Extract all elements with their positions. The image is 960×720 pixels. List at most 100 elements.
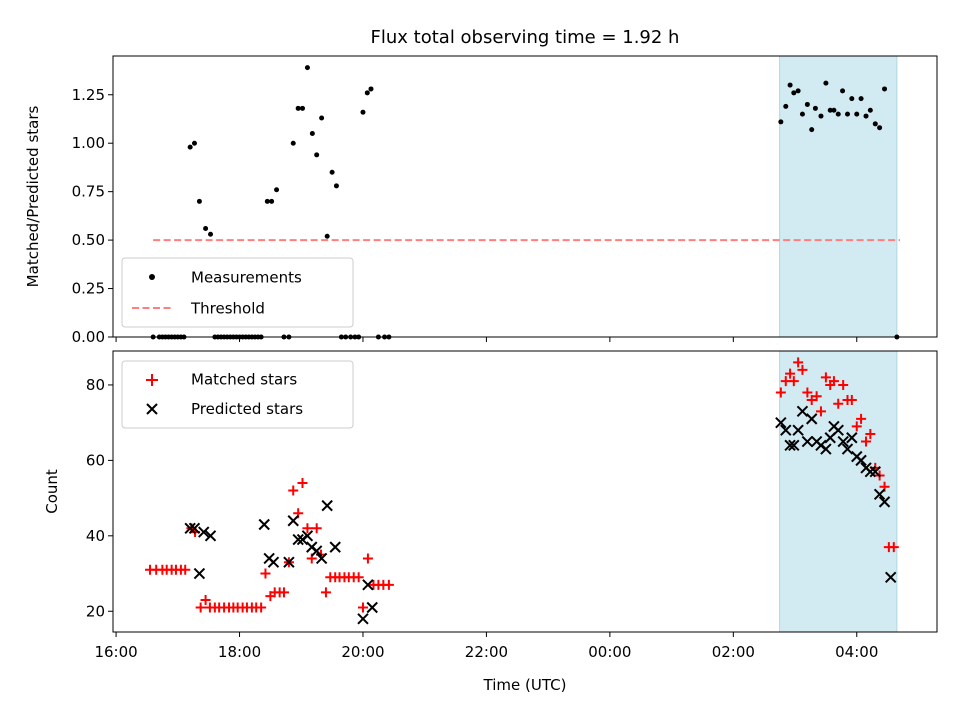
measurement-point [827, 107, 833, 113]
predicted-star-point [841, 443, 854, 455]
predicted-star-point [780, 424, 792, 436]
predicted-star-point [878, 496, 891, 508]
measurement-point [203, 225, 209, 231]
matched-star-point [357, 602, 368, 613]
measurement-point [295, 105, 301, 111]
bottom-y-axis-label: Count [43, 469, 61, 514]
predicted-stars-legend-marker [146, 403, 158, 415]
measurement-point [809, 127, 815, 133]
measurement-point [269, 198, 275, 204]
measurement-point [818, 113, 824, 119]
chart-title: Flux total observing time = 1.92 h [371, 27, 680, 48]
matched-star-point [793, 357, 804, 368]
matched-star-point [828, 376, 839, 387]
measurement-point [791, 90, 797, 96]
measurement-point [831, 107, 837, 113]
matched-star-point [195, 602, 206, 613]
x-axis-label: Time (UTC) [483, 676, 567, 694]
predicted-star-point [184, 522, 196, 534]
measurement-point [368, 86, 374, 92]
predicted-star-point [292, 533, 304, 546]
predicted-star-point [329, 541, 341, 553]
y-tick-label: 0.75 [72, 183, 105, 201]
top-legend-box [121, 257, 354, 328]
threshold-legend-label: Threshold [190, 300, 265, 318]
bottom-highlight-span [779, 350, 898, 633]
measurement-point [264, 198, 270, 204]
matched-star-point [865, 428, 876, 439]
predicted-star-point [310, 545, 323, 557]
measurement-point [290, 140, 296, 146]
x-tick-label: 00:00 [588, 643, 631, 661]
predicted-star-point [366, 601, 378, 614]
predicted-star-point [357, 613, 369, 625]
matched-star-point [288, 485, 299, 496]
predicted-star-point [198, 526, 210, 538]
predicted-star-point [287, 515, 299, 527]
measurement-point [329, 169, 335, 175]
measurement-point [196, 198, 202, 204]
predicted-star-point [204, 530, 217, 542]
measurement-point [872, 121, 878, 127]
measurement-point [299, 105, 305, 111]
predicted-star-point [837, 435, 849, 448]
measurement-point [863, 113, 869, 119]
predicted-star-point [801, 435, 814, 448]
measurement-point [787, 82, 793, 88]
bottom-plot-frame [112, 350, 938, 633]
top-x-ticks [115, 337, 858, 342]
predicted-star-point [855, 454, 867, 467]
bottom-y-axis: 20 40 60 80 [86, 376, 113, 620]
predicted-star-point [864, 465, 877, 478]
measurement-point [274, 187, 280, 193]
x-tick-label: 20:00 [341, 643, 384, 661]
matched-star-point [797, 364, 808, 375]
measurement-point [858, 96, 864, 102]
measurement-point [208, 231, 214, 237]
bottom-legend: Matched stars Predicted stars [121, 360, 354, 429]
measurement-point [840, 88, 846, 94]
measurement-point [187, 144, 193, 150]
matched-star-point [856, 413, 867, 424]
matched-star-point [811, 391, 822, 402]
matched-star-point [861, 436, 872, 447]
top-highlight-span [779, 55, 898, 338]
measurement-point [812, 105, 818, 111]
matched-star-point [320, 587, 331, 598]
measurement-point [804, 101, 810, 107]
measurements-legend-marker [149, 274, 155, 280]
bottom-x-axis: 16:00 18:00 20:00 22:00 00:00 02:00 04:00 [94, 632, 878, 661]
measurement-point [364, 90, 370, 96]
top-y-axis-label: Matched/Predicted stars [24, 106, 42, 288]
x-tick-label: 04:00 [835, 643, 878, 661]
y-tick-label: 1.25 [72, 86, 105, 104]
predicted-star-point [301, 530, 314, 542]
predicted-star-point [267, 556, 280, 568]
matched-stars-legend-label: Matched stars [191, 371, 297, 389]
measurement-point [324, 233, 330, 239]
observing-window-span [779, 350, 898, 633]
matched-star-point [383, 579, 394, 590]
y-tick-label: 0.50 [72, 231, 105, 249]
matched-star-point [256, 602, 267, 613]
matched-star-point [802, 387, 813, 398]
y-tick-label: 0.00 [72, 328, 105, 346]
matched-star-point [297, 478, 308, 489]
measurement-point [854, 111, 860, 117]
top-legend: Measurements Threshold [121, 257, 354, 328]
measurement-point [778, 119, 784, 125]
matched-star-point [846, 395, 857, 406]
y-tick-label: 0.25 [72, 280, 105, 298]
top-plot-frame [112, 55, 938, 338]
predicted-star-point [885, 571, 897, 584]
measurement-point [845, 111, 851, 117]
predicted-stars-legend-label: Predicted stars [191, 400, 303, 418]
matched-star-point [888, 542, 899, 553]
predicted-star-point [315, 552, 328, 565]
matched-star-point [788, 376, 799, 387]
predicted-star-point [775, 416, 787, 429]
predicted-star-point [362, 579, 374, 591]
matched-star-point [775, 387, 786, 398]
measurement-point [783, 103, 789, 109]
